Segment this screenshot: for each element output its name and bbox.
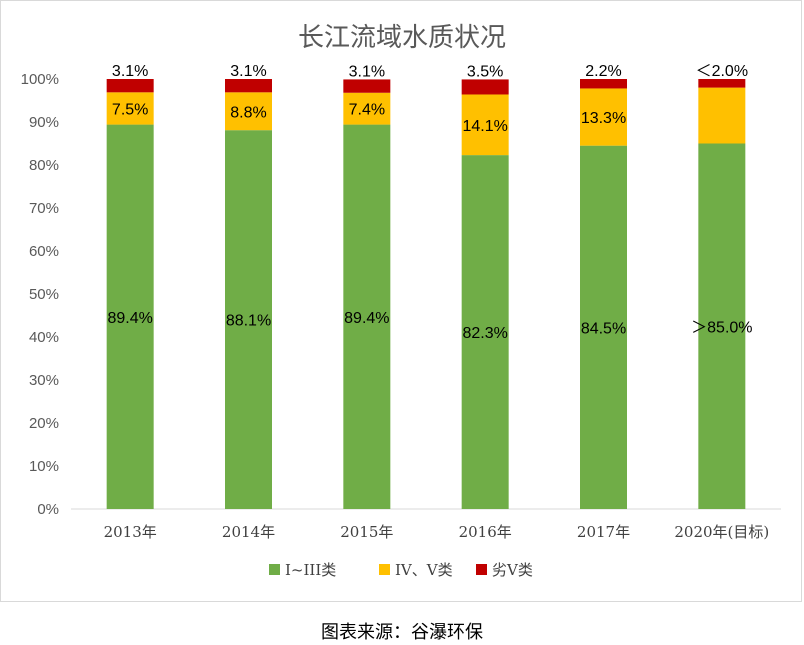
legend-label: 劣V类: [492, 561, 533, 579]
source-note: 图表来源：谷瀑环保: [321, 622, 483, 643]
data-label: ＞85.0%: [691, 319, 752, 336]
data-label: 3.1%: [349, 63, 385, 80]
legend-label: IV、V类: [395, 561, 453, 579]
bar-segment: [698, 143, 746, 509]
axis-layer: 0% 10% 20% 30% 40% 50% 60% 70% 80% 90% 100% 2013年 20…: [21, 71, 781, 541]
x-tick-label: 2013年: [104, 523, 157, 541]
x-tick-label: 2016年: [459, 523, 512, 541]
labels-layer: 89.4% 7.5% 3.1% 88.1% 8.8% 3.1% 89.4% 7.4% 3.1% 8…: [107, 63, 752, 342]
bar-segment: [106, 79, 154, 93]
x-tick-label: 2014年: [222, 523, 275, 541]
y-tick-label: 50%: [29, 286, 59, 303]
y-tick-label: 30%: [29, 372, 59, 389]
stacked-bar-chart: 0% 10% 20% 30% 40% 50% 60% 70% 80% 90% 100% 2013年 20…: [21, 63, 781, 579]
bar-segment: [343, 79, 391, 93]
data-label: 84.5%: [581, 320, 626, 337]
bar-segment: [580, 79, 627, 89]
data-label: 82.3%: [462, 325, 507, 342]
data-label: 3.1%: [230, 63, 266, 80]
y-tick-label: 10%: [29, 458, 59, 475]
legend-swatch: [476, 564, 487, 575]
x-tick-label: 2017年: [577, 523, 630, 541]
bar-segment: [106, 92, 154, 125]
chart-frame: 长江流域水质状况 0% 10% 20% 30% 40% 50% 60% 70% 80% 90% 10…: [0, 0, 802, 602]
y-tick-label: 90%: [29, 114, 59, 131]
bar-segment: [225, 79, 272, 93]
data-label: 3.5%: [467, 63, 503, 80]
bar-segment: [461, 79, 509, 95]
bar-segment: [698, 79, 746, 88]
bar-segment: [225, 92, 272, 131]
y-tick-label: 80%: [29, 157, 59, 174]
bar-segment: [698, 87, 746, 144]
bar-segment: [580, 88, 627, 146]
bar-segment: [106, 124, 154, 509]
legend-label: I~III类: [285, 561, 336, 579]
x-tick-label: 2020年(目标): [674, 523, 769, 541]
data-label: 7.4%: [349, 102, 385, 119]
y-tick-label: 0%: [37, 501, 59, 518]
data-label: 13.3%: [581, 110, 626, 127]
legend-swatch: [269, 564, 280, 575]
chart-title: 长江流域水质状况: [297, 23, 506, 53]
bar-segment: [225, 130, 272, 510]
bar-segment: [343, 92, 391, 125]
y-tick-label: 100%: [21, 71, 59, 88]
data-label: 14.1%: [462, 118, 507, 135]
bars-layer: [106, 79, 746, 510]
legend: I~III类 IV、V类 劣V类: [269, 561, 533, 579]
legend-swatch: [379, 564, 390, 575]
bar-segment: [461, 94, 509, 156]
data-label: 89.4%: [107, 310, 152, 327]
y-tick-label: 40%: [29, 329, 59, 346]
data-label: 2.2%: [585, 63, 621, 80]
data-label: ＜2.0%: [696, 63, 748, 80]
data-label: 3.1%: [112, 63, 148, 80]
data-label: 89.4%: [344, 310, 389, 327]
x-tick-label: 2015年: [340, 523, 393, 541]
bar-segment: [343, 124, 391, 509]
data-label: 8.8%: [230, 104, 266, 121]
y-tick-label: 20%: [29, 415, 59, 432]
bar-segment: [580, 145, 627, 509]
data-label: 88.1%: [226, 313, 271, 330]
bar-segment: [461, 155, 509, 510]
y-tick-label: 60%: [29, 243, 59, 260]
y-tick-label: 70%: [29, 200, 59, 217]
data-label: 7.5%: [112, 101, 148, 118]
